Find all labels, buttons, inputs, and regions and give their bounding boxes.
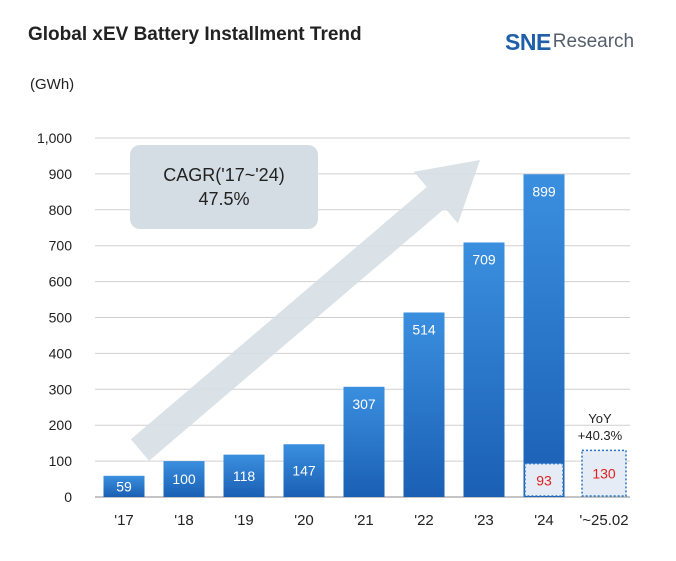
bar-value-label: 899 <box>532 183 556 199</box>
highlight-box <box>524 462 564 497</box>
bar <box>343 386 385 497</box>
y-tick-label: 100 <box>49 453 73 469</box>
highlight-value-label: 130 <box>592 466 616 482</box>
y-tick-label: 300 <box>49 381 73 397</box>
bar <box>163 461 205 497</box>
y-axis-unit-label: (GWh) <box>30 76 75 93</box>
x-tick-label: '20 <box>294 512 314 529</box>
highlight-box <box>581 449 627 497</box>
y-tick-label: 700 <box>49 238 73 254</box>
bar-value-label: 709 <box>472 251 496 267</box>
bar <box>223 454 265 497</box>
bar-value-label: 147 <box>292 463 316 479</box>
highlight-value-label: 93 <box>536 472 552 488</box>
x-tick-label: '23 <box>474 512 494 529</box>
x-tick-label: '21 <box>354 512 374 529</box>
y-tick-label: 500 <box>49 310 73 326</box>
bar-value-label: 59 <box>116 478 132 494</box>
yoy-value: +40.3% <box>577 428 623 443</box>
x-tick-label: '18 <box>174 512 194 529</box>
yoy-annotation: YoY +40.3% <box>570 410 630 444</box>
y-tick-label: 1,000 <box>37 130 72 146</box>
y-tick-label: 900 <box>49 166 73 182</box>
y-tick-label: 200 <box>49 417 73 433</box>
bar-value-label: 100 <box>172 471 196 487</box>
chart-title: Global xEV Battery Installment Trend <box>28 24 362 45</box>
bar-value-label: 514 <box>412 321 436 337</box>
x-tick-label: '19 <box>234 512 254 529</box>
cagr-callout: CAGR('17~'24) 47.5% <box>130 145 318 229</box>
logo-primary-text: SNE <box>505 28 551 55</box>
growth-arrow-icon <box>130 160 480 461</box>
y-tick-label: 600 <box>49 274 73 290</box>
cagr-value: 47.5% <box>198 189 250 209</box>
bar-value-label: 118 <box>233 468 256 484</box>
yoy-label: YoY <box>588 411 612 426</box>
y-tick-label: 0 <box>64 489 72 505</box>
bar <box>103 475 145 497</box>
cagr-label: CAGR('17~'24) <box>163 165 285 185</box>
logo-secondary-text: Research <box>552 31 635 52</box>
y-tick-label: 400 <box>49 345 73 361</box>
x-tick-label: '22 <box>414 512 434 529</box>
bar <box>403 312 445 497</box>
bar <box>283 444 325 497</box>
bar <box>523 174 565 497</box>
bar-value-label: 307 <box>352 396 376 412</box>
x-tick-label: '17 <box>114 512 134 529</box>
sne-research-logo: SNE Research <box>505 28 634 56</box>
y-tick-label: 800 <box>49 202 73 218</box>
x-tick-label: '24 <box>534 512 554 529</box>
bar <box>463 242 505 497</box>
x-tick-label: '~25.02 <box>579 512 628 529</box>
